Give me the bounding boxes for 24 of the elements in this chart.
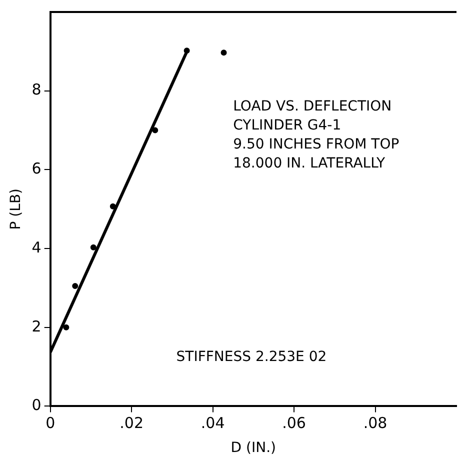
point — [90, 244, 96, 250]
annotation: 18.000 IN. LATERALLY — [233, 156, 386, 172]
annotation: LOAD VS. DEFLECTION — [233, 98, 392, 115]
y-tick-label: 2 — [32, 317, 42, 336]
point — [184, 48, 190, 54]
y-axis-title: P (LB) — [8, 188, 24, 230]
annotation: STIFFNESS 2.253E 02 — [176, 348, 327, 365]
x-axis-title: D (IN.) — [230, 440, 276, 456]
point — [220, 50, 227, 56]
annotation: CYLINDER G4-1 — [233, 118, 342, 134]
y-tick-label: 0 — [32, 396, 42, 414]
x-tick-label: .02 — [120, 414, 144, 432]
point — [63, 324, 70, 330]
x-tick-label: .04 — [200, 414, 225, 432]
point — [110, 203, 116, 210]
x-tick-label: 0 — [46, 414, 56, 432]
y-tick-label: 4 — [32, 238, 42, 256]
y-tick-label: 6 — [32, 160, 42, 178]
y-tick-label: 8 — [32, 80, 42, 99]
x-tick-label: .06 — [282, 414, 306, 432]
point — [72, 282, 78, 289]
point — [152, 127, 158, 134]
annotation: 9.50 INCHES FROM TOP — [233, 136, 400, 153]
x-tick-label: .08 — [363, 414, 388, 432]
